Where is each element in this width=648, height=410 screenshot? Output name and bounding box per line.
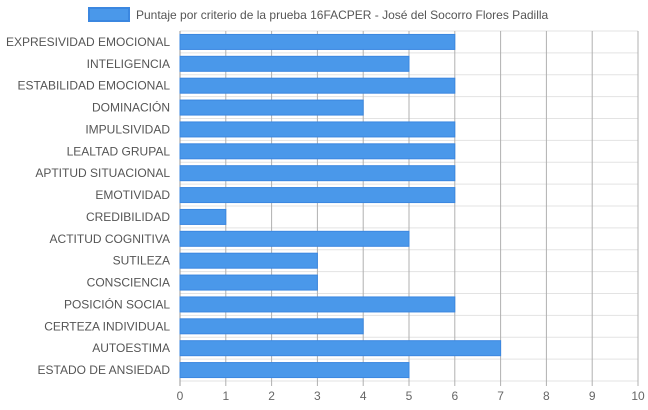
bars (179, 33, 502, 379)
x-tick-label: 2 (268, 389, 275, 403)
category-label: IMPULSIVIDAD (85, 122, 170, 136)
x-tick-label: 4 (360, 389, 367, 403)
bar[interactable] (179, 77, 456, 94)
category-label: APTITUD SITUACIONAL (35, 166, 170, 180)
x-tick-label: 6 (451, 389, 458, 403)
bar[interactable] (179, 208, 227, 225)
bar[interactable] (179, 33, 456, 50)
category-label: POSICIÓN SOCIAL (64, 296, 170, 311)
bar[interactable] (179, 340, 502, 357)
bar[interactable] (179, 187, 456, 204)
x-tick-label: 10 (631, 389, 645, 403)
legend-label: Puntaje por criterio de la prueba 16FACP… (136, 8, 549, 22)
bar[interactable] (179, 296, 456, 313)
x-tick-label: 8 (543, 389, 550, 403)
x-tick-label: 9 (589, 389, 596, 403)
category-label: ACTITUD COGNITIVA (50, 232, 170, 246)
category-label: ESTABILIDAD EMOCIONAL (18, 79, 171, 93)
category-label: CONSCIENCIA (87, 276, 170, 290)
x-axis-ticks: 0 1 2 3 4 5 6 7 8 9 10 (177, 389, 645, 403)
category-label: INTELIGENCIA (87, 57, 170, 71)
x-tick-label: 7 (497, 389, 504, 403)
x-tick-label: 1 (222, 389, 229, 403)
category-labels: EXPRESIVIDAD EMOCIONAL INTELIGENCIA ESTABI… (6, 35, 170, 377)
bar[interactable] (179, 230, 410, 247)
bar[interactable] (179, 318, 364, 335)
category-label: SUTILEZA (113, 254, 170, 268)
category-label: CERTEZA INDIVIDUAL (44, 319, 170, 333)
category-label: EXPRESIVIDAD EMOCIONAL (6, 35, 170, 49)
bar[interactable] (179, 252, 318, 269)
bar[interactable] (179, 362, 410, 379)
category-label: CREDIBILIDAD (86, 210, 170, 224)
x-tick-label: 3 (314, 389, 321, 403)
legend-swatch (88, 7, 130, 22)
bar[interactable] (179, 55, 410, 72)
x-tick-label: 5 (406, 389, 413, 403)
category-label: AUTOESTIMA (92, 341, 170, 355)
category-label: DOMINACIÓN (92, 100, 170, 115)
category-label: EMOTIVIDAD (95, 188, 170, 202)
legend[interactable]: Puntaje por criterio de la prueba 16FACP… (88, 7, 549, 22)
category-label: LEALTAD GRUPAL (67, 144, 171, 158)
x-tick-label: 0 (177, 389, 184, 403)
bar[interactable] (179, 143, 456, 160)
grid-lines (179, 30, 639, 386)
bar[interactable] (179, 99, 364, 116)
category-label: ESTADO DE ANSIEDAD (38, 363, 171, 377)
bar[interactable] (179, 274, 318, 291)
bar[interactable] (179, 165, 456, 182)
bar[interactable] (179, 121, 456, 138)
